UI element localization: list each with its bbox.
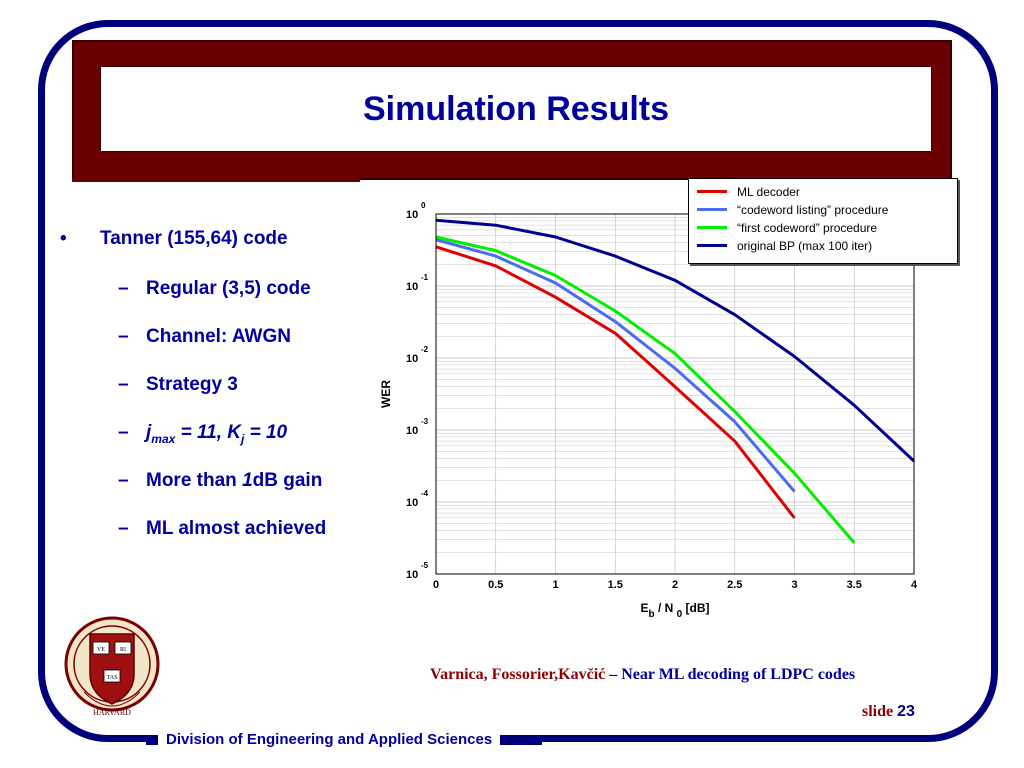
param-k-value: = 10	[244, 422, 288, 443]
dash-glyph: –	[118, 326, 129, 347]
y-axis-label: WER	[379, 380, 393, 408]
x-tick-label: 2	[672, 579, 678, 591]
y-tick-label: 10	[406, 209, 418, 221]
dash-glyph: –	[118, 518, 129, 539]
harvard-seal: VE RI TAS HARVARD	[64, 616, 160, 717]
y-tick-exponent: -4	[421, 489, 429, 498]
legend-entry-bp: original BP (max 100 iter)	[697, 237, 872, 254]
series-line-2	[435, 235, 856, 544]
bullet-sub-3: – Strategy 3	[60, 374, 370, 422]
series-line-0	[435, 245, 796, 519]
param-j-sub: max	[151, 431, 176, 446]
legend-entry-listing: “codeword listing” procedure	[697, 201, 888, 218]
y-tick-exponent: 0	[421, 201, 426, 210]
series-line-1	[435, 238, 796, 493]
citation: Varnica, Fossorier,Kavčić – Near ML deco…	[430, 666, 855, 684]
x-label-mid: / N	[655, 601, 677, 615]
x-tick-label: 2.5	[727, 579, 742, 591]
y-tick-label: 10	[406, 281, 418, 293]
x-label-e-sub: b	[649, 609, 655, 620]
bullet-sub-last: – ML almost achieved	[60, 518, 370, 566]
bullet-sub-text: Strategy 3	[146, 374, 238, 395]
footer-text: Division of Engineering and Applied Scie…	[158, 731, 501, 748]
bullet-sub-text: ML almost achieved	[146, 518, 327, 539]
y-tick-label: 10	[406, 425, 418, 437]
x-label-unit: [dB]	[682, 601, 709, 615]
dash-glyph: –	[118, 422, 129, 443]
bullet-sub-text: Channel: AWGN	[146, 326, 291, 347]
param-j-value: = 11,	[175, 422, 228, 443]
x-tick-label: 1.5	[608, 579, 623, 591]
citation-authors: Varnica, Fossorier,Kavčić	[430, 666, 606, 683]
plot-area-border	[435, 213, 915, 575]
gain-suffix: dB gain	[252, 470, 323, 491]
svg-text:HARVARD: HARVARD	[93, 708, 131, 717]
y-tick-exponent: -1	[421, 273, 429, 282]
slide-frame	[38, 20, 998, 742]
legend-label: ML decoder	[737, 184, 800, 199]
dash-glyph: –	[118, 374, 129, 395]
svg-text:VE: VE	[97, 647, 105, 653]
svg-text:RI: RI	[120, 647, 126, 653]
legend-swatch	[697, 244, 727, 247]
title-panel: Simulation Results	[100, 66, 932, 152]
bullet-sub-gain: – More than 1dB gain	[60, 470, 370, 518]
legend-label: “first codeword” procedure	[737, 220, 878, 235]
x-label-e: E	[640, 601, 648, 615]
y-tick-exponent: -2	[421, 345, 429, 354]
x-tick-label: 4	[911, 579, 918, 591]
param-j: j	[146, 422, 152, 443]
bullet-main-text: Tanner (155,64) code	[100, 228, 288, 249]
x-tick-label: 3.5	[847, 579, 862, 591]
y-tick-exponent: -5	[421, 561, 429, 570]
dash-glyph: –	[118, 470, 129, 491]
x-tick-label: 1	[552, 579, 558, 591]
citation-topic: Near ML decoding of LDPC codes	[621, 666, 856, 683]
x-tick-labels: 0 0.5 1 1.5 2 2.5 3 3.5 4	[433, 579, 918, 591]
slide-title: Simulation Results	[362, 89, 670, 128]
svg-text:TAS: TAS	[107, 675, 118, 681]
legend-entry-ml: ML decoder	[697, 183, 800, 200]
param-k-sub: j	[240, 431, 245, 446]
legend-label: original BP (max 100 iter)	[737, 238, 873, 253]
series-line-3	[435, 218, 916, 463]
y-tick-label: 10	[406, 569, 418, 581]
dash-glyph: –	[118, 278, 129, 299]
chart-series	[435, 218, 916, 544]
x-axis-label: Eb / N 0 [dB]	[640, 601, 709, 620]
slide-number-value: 23	[897, 703, 915, 720]
bullet-glyph: •	[60, 228, 67, 249]
legend-entry-first: “first codeword” procedure	[697, 219, 877, 236]
bullet-list: • Tanner (155,64) code – Regular (3,5) c…	[60, 228, 370, 566]
x-label-n-sub: 0	[677, 609, 683, 620]
slide-number: slide 23	[862, 703, 915, 721]
bullet-sub-1: – Regular (3,5) code	[60, 278, 370, 326]
y-tick-label: 10	[406, 497, 418, 509]
gain-number: 1	[242, 470, 253, 491]
bullet-main: • Tanner (155,64) code	[60, 228, 370, 258]
x-tick-label: 3	[791, 579, 797, 591]
legend-swatch	[697, 226, 727, 229]
slide-label: slide	[862, 703, 898, 720]
gain-prefix: More than	[146, 470, 243, 491]
legend-swatch	[697, 190, 727, 193]
bullet-sub-text: Regular (3,5) code	[146, 278, 311, 299]
y-tick-label: 10	[406, 353, 418, 365]
x-tick-label: 0	[433, 579, 439, 591]
chart-legend: ML decoder “codeword listing” procedure …	[688, 178, 958, 264]
legend-swatch	[697, 208, 727, 211]
bullet-sub-params: – jmax = 11, Kj = 10	[60, 422, 370, 470]
param-k: K	[227, 422, 241, 443]
bullet-sub-2: – Channel: AWGN	[60, 326, 370, 374]
title-banner-tab	[72, 178, 360, 182]
y-tick-exponent: -3	[421, 417, 429, 426]
legend-label: “codeword listing” procedure	[737, 202, 889, 217]
citation-separator: –	[605, 666, 622, 683]
x-tick-label: 0.5	[488, 579, 503, 591]
